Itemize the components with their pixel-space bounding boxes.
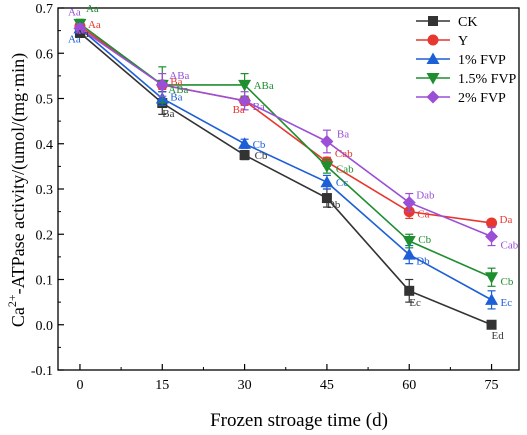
point-label: ABa	[168, 84, 188, 96]
point-label: Cab	[501, 240, 519, 252]
x-tick-label: 30	[238, 378, 252, 393]
point-label: Cb	[255, 150, 268, 162]
data-point	[320, 161, 334, 173]
y-tick-label: 0.5	[36, 93, 54, 108]
point-label: ABa	[254, 80, 274, 92]
series-line	[79, 27, 492, 301]
point-label: Cb	[501, 276, 514, 288]
data-point	[402, 196, 416, 210]
point-label: Ba	[337, 128, 349, 140]
data-point	[402, 236, 416, 248]
point-label: Ed	[492, 330, 505, 342]
point-label: Da	[500, 214, 513, 226]
point-label: Ba	[253, 101, 265, 113]
data-point	[485, 230, 499, 244]
point-label: Db	[327, 199, 341, 211]
point-label: Ca	[417, 209, 429, 221]
plot-frame	[57, 7, 520, 371]
series-2-fvp	[73, 21, 499, 247]
point-label: Aa	[68, 6, 81, 18]
point-label: Aa	[76, 28, 89, 40]
legend-label: 2% FVP	[458, 91, 506, 106]
data-point	[238, 79, 252, 92]
point-label: Cab	[336, 163, 354, 175]
series-1-fvp	[73, 21, 499, 310]
point-label: Db	[416, 256, 430, 268]
legend-marker	[427, 34, 439, 46]
y-axis-title-rest: -ATPase activity/(umol/(mg·min)	[8, 53, 29, 294]
data-point	[402, 248, 416, 260]
data-point	[320, 175, 334, 188]
legend-label: 1.5% FVP	[458, 72, 517, 87]
y-tick-label: 0.2	[36, 228, 54, 243]
point-label: Aa	[68, 33, 81, 45]
data-point	[238, 137, 252, 149]
legend-label: 1% FVP	[458, 53, 506, 68]
legend-marker	[426, 90, 440, 104]
x-tick-label: 45	[320, 378, 334, 393]
y-tick-label: 0.1	[36, 274, 54, 289]
data-point	[238, 94, 252, 108]
data-point	[155, 78, 169, 92]
point-label: Ec	[409, 297, 421, 309]
data-point	[320, 134, 334, 148]
point-label: Ec	[501, 297, 513, 309]
data-point	[73, 21, 87, 35]
point-label: Ba	[162, 108, 174, 120]
data-point	[239, 150, 250, 161]
x-tick-label: 75	[485, 378, 499, 393]
point-label: Aa	[86, 3, 99, 15]
point-label: Ba	[233, 104, 245, 116]
data-point	[321, 193, 332, 204]
y-tick-label: 0.7	[36, 2, 54, 17]
point-label: Cc	[336, 177, 348, 189]
point-label: Ba	[170, 92, 182, 104]
y-axis-title-ca: Ca	[8, 307, 28, 327]
x-tick-label: 0	[76, 378, 83, 393]
legend-marker	[426, 73, 440, 85]
point-label: Dab	[416, 190, 435, 202]
point-label: Aa	[88, 19, 101, 31]
data-point	[486, 217, 498, 229]
x-axis-title: Frozen stroage time (d)	[210, 410, 388, 431]
x-tick-label: 15	[155, 378, 169, 393]
legend-label: CK	[458, 15, 477, 30]
point-label: Ba	[170, 76, 182, 88]
series-line	[79, 27, 492, 238]
point-label: ABa	[169, 70, 189, 82]
point-label: Cab	[335, 148, 353, 160]
data-point	[486, 319, 497, 330]
y-tick-label: 0.4	[36, 138, 54, 153]
y-tick-label: 0.6	[36, 47, 54, 62]
data-point	[404, 285, 415, 296]
legend-marker	[428, 16, 438, 26]
series-line	[79, 32, 492, 326]
legend-marker	[426, 52, 440, 64]
data-point	[485, 293, 499, 305]
legend-label: Y	[458, 34, 468, 49]
data-point	[485, 272, 499, 284]
y-tick-label: -0.1	[31, 364, 53, 379]
x-tick-label: 60	[402, 378, 416, 393]
y-tick-label: 0.3	[36, 183, 54, 198]
point-label: Cb	[253, 139, 266, 151]
y-axis-title-superscript: 2+	[5, 294, 19, 307]
y-tick-label: 0.0	[36, 319, 54, 334]
point-label: Cb	[418, 234, 431, 246]
y-axis-title: Ca2+-ATPase activity/(umol/(mg·min)	[5, 53, 29, 327]
